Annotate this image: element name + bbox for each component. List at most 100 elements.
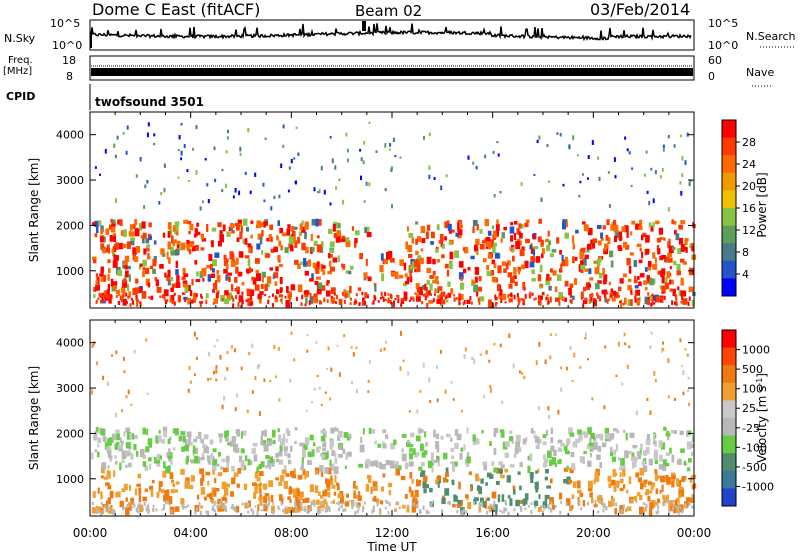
range-gate-cell — [423, 475, 428, 483]
range-gate-cell — [212, 289, 215, 293]
range-gate-cell — [327, 346, 330, 351]
range-gate-cell — [669, 266, 672, 270]
range-gate-cell — [597, 156, 600, 160]
range-gate-cell — [207, 458, 211, 464]
range-gate-cell — [212, 507, 215, 512]
range-gate-cell — [527, 455, 531, 461]
range-gate-cell — [443, 452, 448, 460]
range-gate-cell — [569, 294, 572, 298]
range-gate-cell — [608, 500, 612, 508]
range-gate-cell — [250, 234, 253, 239]
range-gate-cell — [630, 293, 633, 296]
range-gate-cell — [671, 300, 674, 306]
range-gate-cell — [625, 508, 628, 513]
range-gate-cell — [279, 299, 282, 302]
range-gate-cell — [301, 220, 304, 225]
range-gate-cell — [522, 438, 527, 445]
range-gate-cell — [665, 452, 671, 456]
range-gate-cell — [252, 277, 257, 285]
range-gate-cell — [116, 135, 119, 140]
range-gate-cell — [107, 248, 111, 254]
range-gate-cell — [593, 504, 598, 508]
range-gate-cell — [460, 447, 464, 452]
range-gate-cell — [223, 254, 227, 261]
range-gate-cell — [537, 507, 542, 512]
range-gate-cell — [254, 505, 257, 508]
range-gate-cell — [94, 449, 98, 453]
range-gate-cell — [411, 237, 415, 244]
range-gate-cell — [484, 219, 489, 227]
range-gate-cell — [575, 438, 581, 443]
range-gate-cell — [458, 302, 461, 305]
range-gate-cell — [95, 427, 99, 432]
power-colorbar-tick-label: 4 — [742, 268, 749, 281]
range-gate-cell — [346, 148, 349, 153]
range-gate-cell — [626, 230, 629, 239]
power-colorbar-swatch — [722, 190, 736, 209]
range-gate-cell — [232, 297, 235, 302]
range-gate-cell — [263, 199, 266, 203]
range-gate-cell — [458, 229, 463, 236]
range-gate-cell — [509, 464, 515, 468]
range-gate-cell — [508, 298, 513, 303]
range-gate-cell — [129, 303, 132, 308]
range-gate-cell — [231, 284, 234, 292]
range-gate-cell — [533, 246, 539, 250]
range-gate-cell — [221, 404, 224, 410]
range-gate-cell — [305, 297, 308, 304]
range-gate-cell — [539, 264, 543, 273]
range-gate-cell — [420, 248, 424, 252]
range-gate-cell — [107, 438, 112, 446]
range-gate-cell — [627, 299, 631, 306]
range-gate-cell — [127, 241, 131, 249]
range-gate-cell — [235, 266, 239, 274]
range-gate-cell — [125, 270, 129, 278]
velocity-colorbar-tick-label: -1000 — [742, 480, 774, 493]
range-gate-cell — [534, 482, 539, 490]
range-gate-cell — [288, 298, 291, 303]
range-gate-cell — [388, 489, 392, 496]
range-gate-cell — [647, 296, 650, 301]
range-gate-cell — [418, 466, 423, 471]
range-gate-cell — [488, 359, 491, 363]
range-gate-cell — [642, 450, 648, 456]
range-gate-cell — [242, 218, 248, 226]
range-gate-cell — [384, 143, 387, 148]
range-gate-cell — [491, 259, 496, 265]
range-gate-cell — [142, 496, 147, 502]
range-gate-cell — [295, 296, 298, 302]
range-gate-cell — [639, 467, 645, 476]
range-gate-cell — [99, 237, 104, 243]
range-gate-cell — [632, 461, 635, 469]
range-gate-cell — [92, 341, 95, 346]
velocity-ylabel: Slant Range [km] — [27, 366, 41, 470]
range-gate-cell — [264, 137, 267, 141]
range-gate-cell — [144, 465, 149, 471]
range-gate-cell — [661, 255, 667, 260]
range-gate-cell — [467, 267, 471, 271]
range-gate-cell — [460, 276, 463, 282]
range-gate-cell — [344, 465, 347, 469]
range-gate-cell — [474, 267, 480, 275]
range-gate-cell — [271, 248, 275, 253]
range-gate-cell — [394, 154, 397, 158]
range-gate-cell — [513, 221, 518, 225]
range-gate-cell — [433, 293, 436, 296]
range-gate-cell — [150, 489, 154, 497]
range-gate-cell — [141, 291, 147, 299]
range-gate-cell — [389, 257, 395, 263]
range-gate-cell — [219, 436, 223, 443]
range-gate-cell — [425, 231, 429, 239]
range-gate-cell — [325, 430, 328, 438]
range-gate-cell — [680, 190, 683, 196]
range-gate-cell — [347, 451, 352, 457]
range-gate-cell — [458, 272, 464, 280]
range-gate-cell — [368, 121, 371, 124]
range-gate-cell — [590, 433, 595, 440]
range-gate-cell — [431, 231, 435, 239]
range-gate-cell — [599, 462, 603, 469]
range-gate-cell — [597, 445, 602, 452]
range-gate-cell — [474, 244, 478, 252]
range-gate-cell — [289, 245, 294, 252]
range-gate-cell — [499, 289, 503, 296]
